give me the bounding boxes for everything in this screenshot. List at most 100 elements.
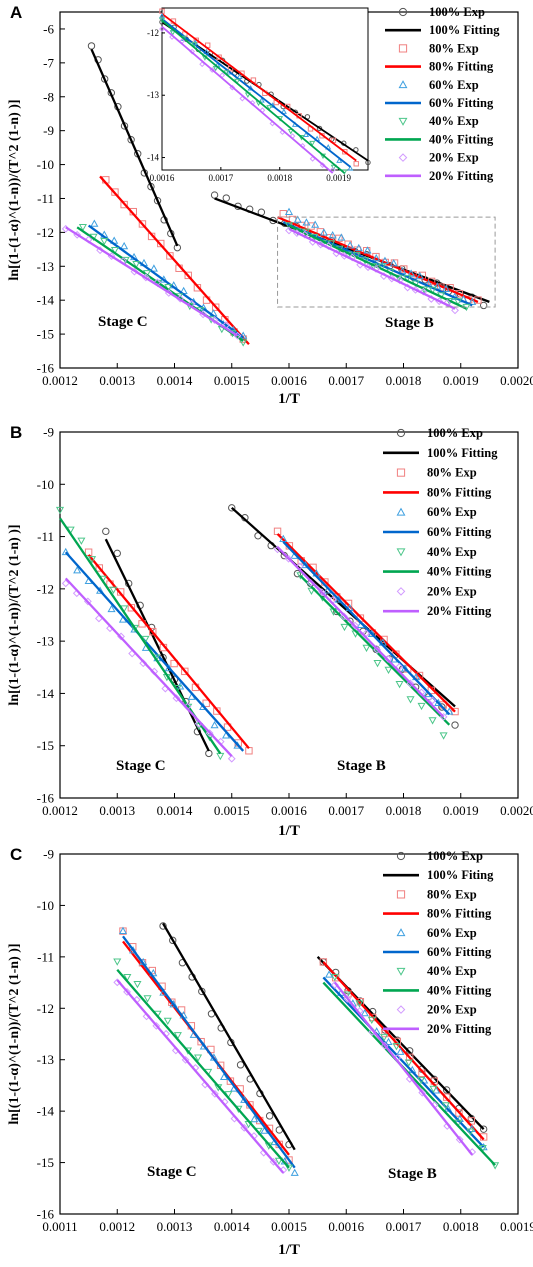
inset-exp-point — [302, 131, 310, 137]
exp-point-60pct — [290, 1168, 299, 1176]
exp-point-40pct — [441, 1102, 450, 1110]
exp-point-40pct — [417, 1076, 426, 1085]
exp-point-60pct — [311, 220, 320, 228]
inset-exp-point — [258, 97, 265, 103]
exp-point-80pct — [442, 1093, 451, 1101]
legend-entry: 100% Fitting — [429, 23, 500, 37]
exp-point-60pct — [61, 547, 70, 556]
inset-fit-line — [161, 26, 334, 174]
legend-entry: 100% Fiting — [427, 868, 494, 882]
fit-line-100pct — [90, 48, 179, 247]
x-tick-label: 0.0013 — [99, 373, 135, 388]
fit-line-100pct — [214, 197, 490, 303]
y-tick-label: -11 — [37, 529, 54, 544]
exp-point-80pct — [279, 210, 287, 218]
panel-letter: A — [10, 3, 22, 22]
exp-point-60pct — [120, 241, 129, 250]
x-tick-label: 0.0017 — [328, 373, 364, 388]
exp-point-20pct — [152, 1021, 161, 1030]
exp-point-20pct — [227, 754, 236, 763]
exp-point-40pct — [380, 1034, 389, 1042]
x-tick-label: 0.0012 — [99, 1219, 135, 1234]
x-tick-label: 0.0015 — [214, 373, 250, 388]
stage-b-label: Stage B — [388, 1166, 437, 1182]
exp-point-60pct — [107, 604, 116, 613]
exp-point-60pct — [219, 1072, 229, 1081]
exp-point-40pct — [88, 556, 97, 564]
legend-entry: 40% Fitting — [429, 132, 494, 146]
legend-marker — [396, 468, 406, 477]
inset-exp-point — [353, 161, 359, 167]
fit-line-20pct — [276, 546, 445, 718]
legend-marker — [396, 890, 406, 899]
exp-point-40pct — [384, 666, 393, 674]
legend-entry: 100% Exp — [427, 849, 483, 863]
legend-entry: 40% Exp — [429, 114, 479, 128]
fit-line-80pct — [99, 175, 250, 346]
exp-point-60pct — [415, 271, 424, 280]
legend-marker — [398, 80, 408, 89]
exp-point-20pct — [419, 287, 428, 296]
zoom-box — [277, 216, 496, 308]
exp-point-40pct — [143, 995, 152, 1003]
x-tick-label: 0.0013 — [99, 803, 135, 818]
x-tick-label: 0.0018 — [386, 803, 422, 818]
legend-entry: 20% Fitting — [427, 604, 492, 618]
y-tick-label: -7 — [43, 55, 54, 70]
fit-line-20pct — [288, 227, 456, 310]
y-tick-label: -10 — [37, 157, 54, 172]
exp-point-60pct — [337, 233, 346, 241]
legend-entry: 40% Fitting — [427, 983, 492, 997]
x-tick-label: 0.0014 — [214, 1219, 250, 1234]
exp-point-20pct — [300, 230, 309, 239]
exp-point-80pct — [149, 627, 157, 636]
legend-entry: 60% Exp — [429, 78, 479, 92]
inset-fit-line — [161, 19, 346, 174]
exp-point-20pct — [340, 612, 348, 621]
fit-line-20pct — [333, 981, 474, 1156]
exp-point-100pct — [228, 504, 236, 512]
exp-point-40pct — [77, 537, 86, 545]
exp-point-40pct — [406, 696, 415, 704]
fit-line-20pct — [64, 577, 233, 757]
x-tick-label: 0.0015 — [271, 1219, 307, 1234]
exp-point-100pct — [236, 1061, 245, 1069]
legend-marker — [396, 928, 406, 937]
legend-marker — [398, 117, 408, 126]
inset-frame — [161, 7, 369, 171]
y-tick-label: -14 — [37, 1104, 55, 1119]
fit-line-60pct — [322, 976, 485, 1148]
inset-fit-line — [161, 13, 357, 162]
exp-point-40pct — [55, 506, 65, 515]
legend-marker — [396, 428, 406, 438]
exp-point-20pct — [240, 1123, 249, 1132]
exp-point-100pct — [87, 42, 96, 50]
exp-point-100pct — [442, 1086, 451, 1094]
x-tick-label: 0.0014 — [157, 803, 193, 818]
stage-b-label: Stage B — [385, 315, 434, 331]
fit-line-100pct — [104, 538, 210, 752]
exp-point-40pct — [367, 1016, 376, 1024]
exp-point-100pct — [169, 936, 177, 945]
exp-point-40pct — [362, 644, 371, 653]
legend-marker — [398, 153, 408, 162]
y-tick-label: -16 — [37, 1207, 55, 1222]
exp-point-100pct — [113, 549, 121, 558]
y-tick-label: -15 — [37, 1155, 54, 1170]
legend-entry: 80% Fitting — [427, 485, 492, 499]
legend-entry: 60% Exp — [427, 926, 477, 940]
inset-y-tick-label: -14 — [147, 153, 159, 163]
y-tick-label: -16 — [37, 361, 55, 376]
exp-point-40pct — [395, 681, 404, 689]
exp-point-60pct — [389, 259, 398, 267]
y-tick-label: -13 — [37, 1052, 54, 1067]
exp-point-100pct — [205, 749, 213, 758]
y-tick-label: -6 — [43, 21, 54, 36]
y-tick-label: -11 — [37, 191, 54, 206]
inset-exp-point — [216, 54, 222, 60]
exp-point-20pct — [324, 242, 333, 250]
exp-point-20pct — [455, 1135, 464, 1144]
panel-letter: B — [10, 423, 22, 442]
exp-point-80pct — [451, 707, 459, 716]
exp-point-40pct — [296, 572, 305, 580]
